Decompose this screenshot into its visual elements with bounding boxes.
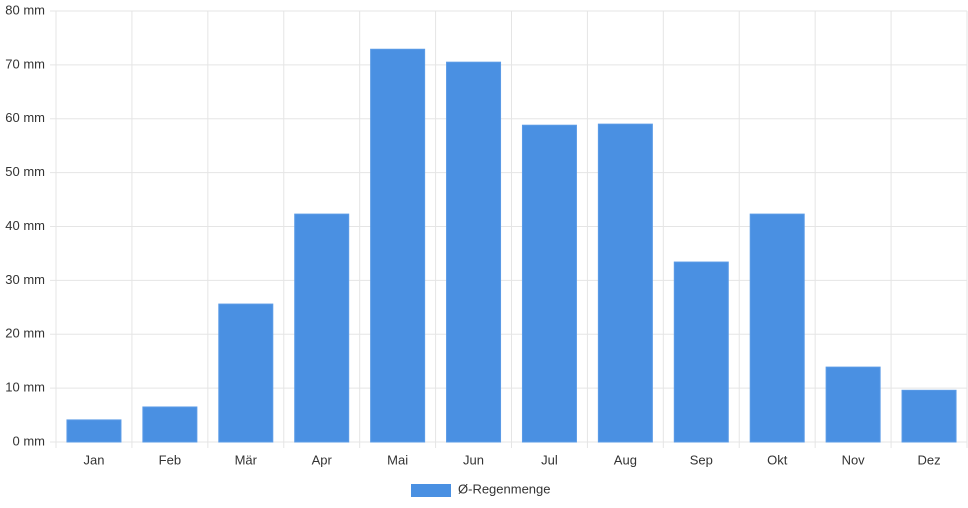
x-tick-label: Okt [767,452,788,467]
bar [673,261,729,443]
y-tick-label: 30 mm [5,272,45,287]
bar [597,123,653,443]
y-tick-label: 80 mm [5,2,45,17]
x-tick-label: Feb [159,452,181,467]
y-tick-label: 20 mm [5,326,45,341]
y-tick-label: 0 mm [13,433,46,448]
bar [521,124,577,443]
bar [66,419,122,443]
y-tick-label: 10 mm [5,380,45,395]
x-tick-label: Mai [387,452,408,467]
bar [825,366,881,443]
x-tick-label: Jan [83,452,104,467]
x-tick-label: Dez [917,452,940,467]
y-tick-label: 50 mm [5,164,45,179]
x-tick-label: Jul [541,452,558,467]
y-tick-label: 70 mm [5,56,45,71]
bar [370,48,426,443]
bar [142,406,198,443]
x-tick-label: Aug [614,452,637,467]
x-tick-label: Nov [842,452,866,467]
legend-swatch [411,484,451,497]
bar [749,213,805,443]
bar [901,389,957,443]
x-tick-label: Apr [312,452,333,467]
x-tick-label: Jun [463,452,484,467]
x-tick-label: Sep [690,452,713,467]
bar [446,61,502,443]
legend-label: Ø-Regenmenge [458,481,551,496]
y-tick-label: 60 mm [5,110,45,125]
bar [218,303,274,443]
y-tick-label: 40 mm [5,218,45,233]
x-tick-label: Mär [235,452,258,467]
bar [294,213,350,443]
